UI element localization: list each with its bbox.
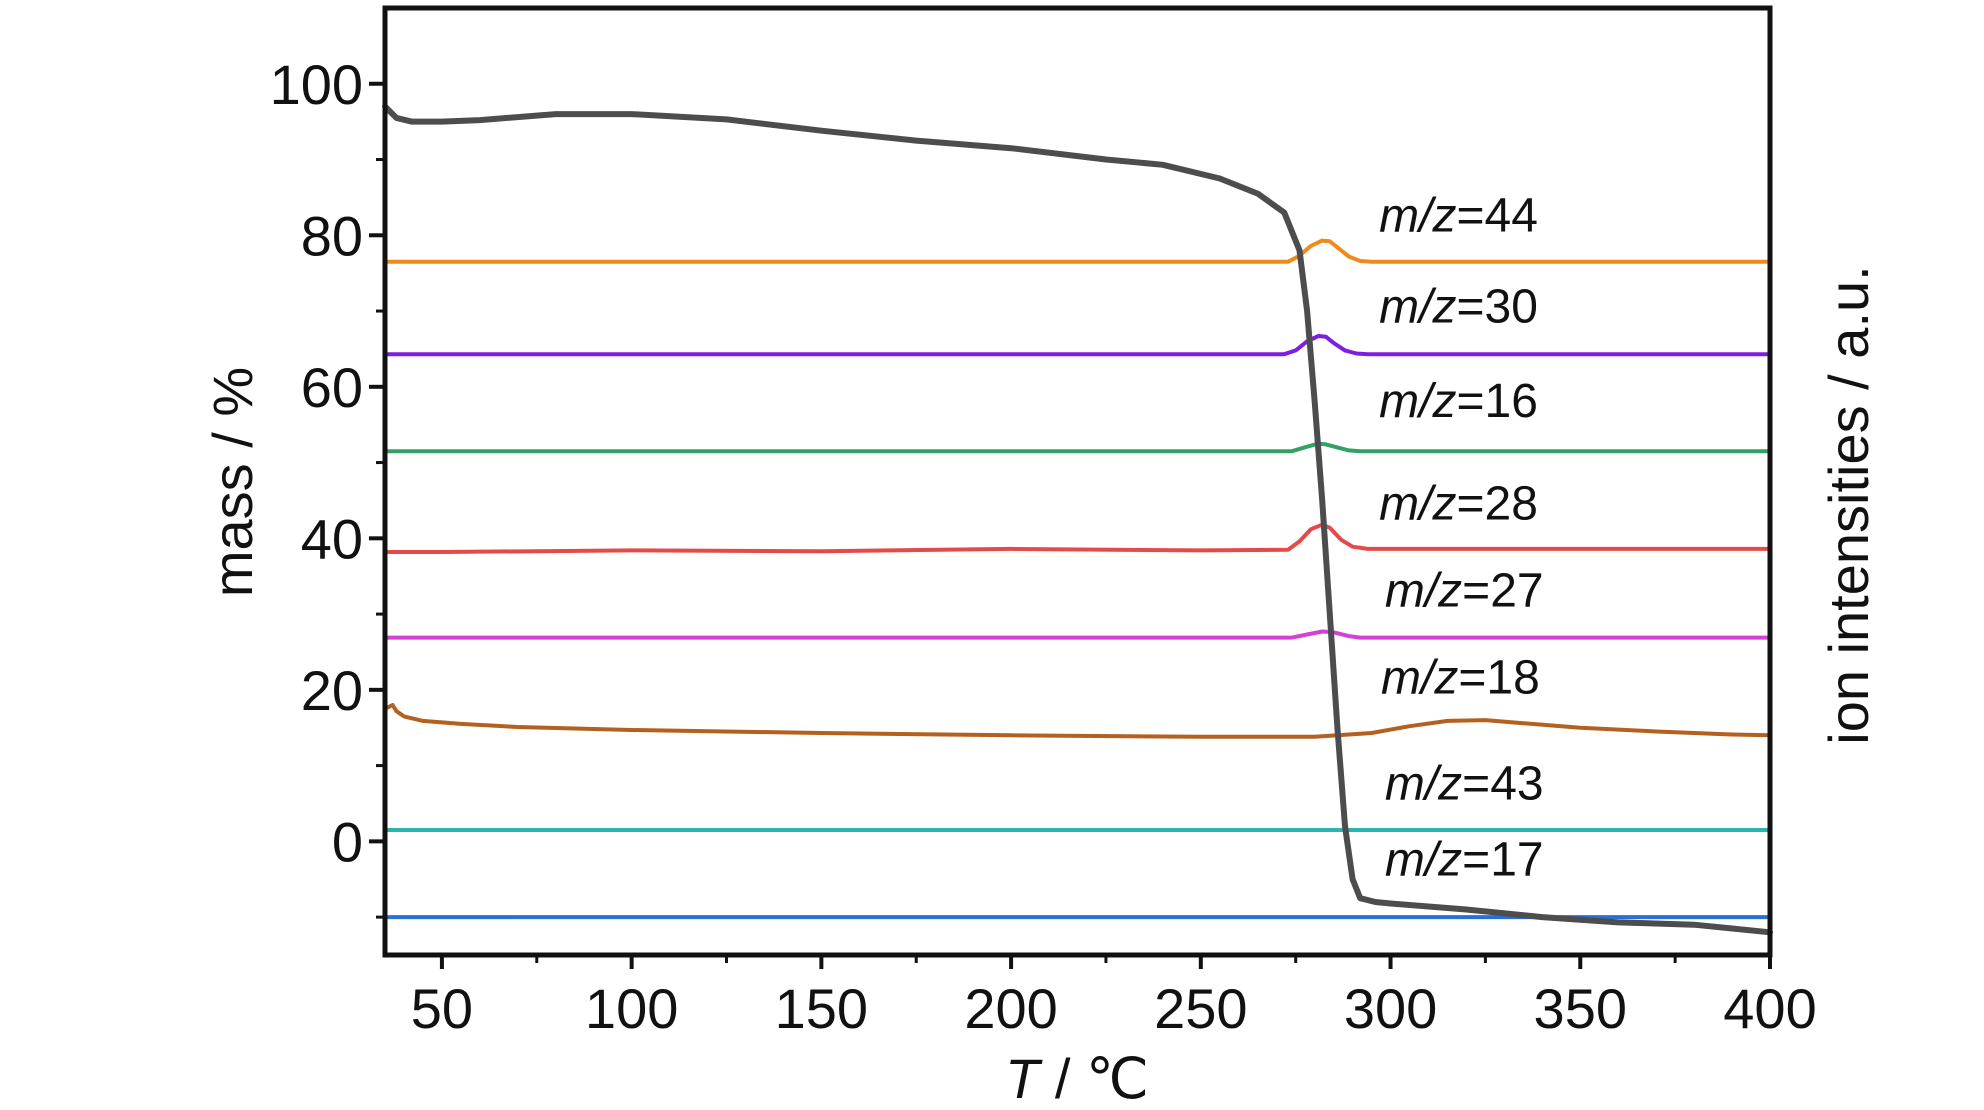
series-label-suffix: =43 [1462, 758, 1543, 811]
series-line-m-z-44 [383, 238, 1772, 264]
plot-frame [382, 5, 1773, 958]
series-label: m/z=44 [1379, 189, 1538, 242]
series-line-m-z-16 [383, 441, 1772, 454]
series-label-prefix: m/z [1381, 652, 1458, 705]
y-axis-title-right: ion intensities / a.u. [1817, 265, 1880, 744]
series-label-suffix: =44 [1456, 189, 1537, 242]
series-line-m-z-27 [383, 629, 1772, 640]
y-tick-label: 40 [301, 507, 363, 570]
x-tick-label: 300 [1344, 977, 1437, 1040]
series-annotations: m/z=44m/z=30m/z=16m/z=28m/z=27m/z=18m/z=… [1379, 189, 1543, 886]
series-line-m-z-18 [383, 703, 1772, 739]
y-tick-label: 100 [270, 53, 363, 116]
y-tick-label: 20 [301, 659, 363, 722]
series-label: m/z=27 [1385, 565, 1544, 618]
series-label-suffix: =16 [1456, 375, 1537, 428]
series-label-prefix: m/z [1379, 280, 1456, 333]
series-label-prefix: m/z [1385, 833, 1462, 886]
series-label-suffix: =30 [1456, 280, 1537, 333]
series-label: m/z=17 [1385, 833, 1544, 886]
series-label: m/z=30 [1379, 280, 1538, 333]
series-label-suffix: =17 [1462, 833, 1543, 886]
x-tick-label: 50 [411, 977, 473, 1040]
x-tick-label: 350 [1534, 977, 1627, 1040]
series-label: m/z=28 [1379, 477, 1538, 530]
series-label-suffix: =27 [1462, 565, 1543, 618]
axis-ticks [369, 81, 1772, 969]
x-tick-label: 100 [585, 977, 678, 1040]
series-label: m/z=18 [1381, 652, 1540, 705]
x-tick-label: 200 [964, 977, 1057, 1040]
series-label-prefix: m/z [1379, 477, 1456, 530]
series-label-suffix: =18 [1458, 652, 1539, 705]
series-label-suffix: =28 [1456, 477, 1537, 530]
x-tick-label: 250 [1154, 977, 1247, 1040]
y-tick-label: 0 [332, 810, 363, 873]
x-axis-title: T / ℃ [1005, 1047, 1149, 1110]
series-label-prefix: m/z [1379, 189, 1456, 242]
series-line-m-z-30 [383, 334, 1772, 357]
y-tick-label: 60 [301, 356, 363, 419]
y-tick-label: 80 [301, 204, 363, 267]
x-tick-label: 400 [1723, 977, 1816, 1040]
series-label: m/z=43 [1385, 758, 1544, 811]
tick-labels: 50 100 150 200 250 300 350 400 0 20 40 60 80 100 [270, 53, 1817, 1040]
series-label-prefix: m/z [1379, 375, 1456, 428]
series-label: m/z=16 [1379, 375, 1538, 428]
x-tick-label: 150 [775, 977, 868, 1040]
y-axis-title-left: mass / % [201, 367, 264, 597]
series-line-m-z-28 [383, 522, 1772, 554]
series-label-prefix: m/z [1385, 565, 1462, 618]
series-label-prefix: m/z [1385, 758, 1462, 811]
series-line-mass [382, 103, 1773, 936]
series-lines [382, 103, 1773, 936]
